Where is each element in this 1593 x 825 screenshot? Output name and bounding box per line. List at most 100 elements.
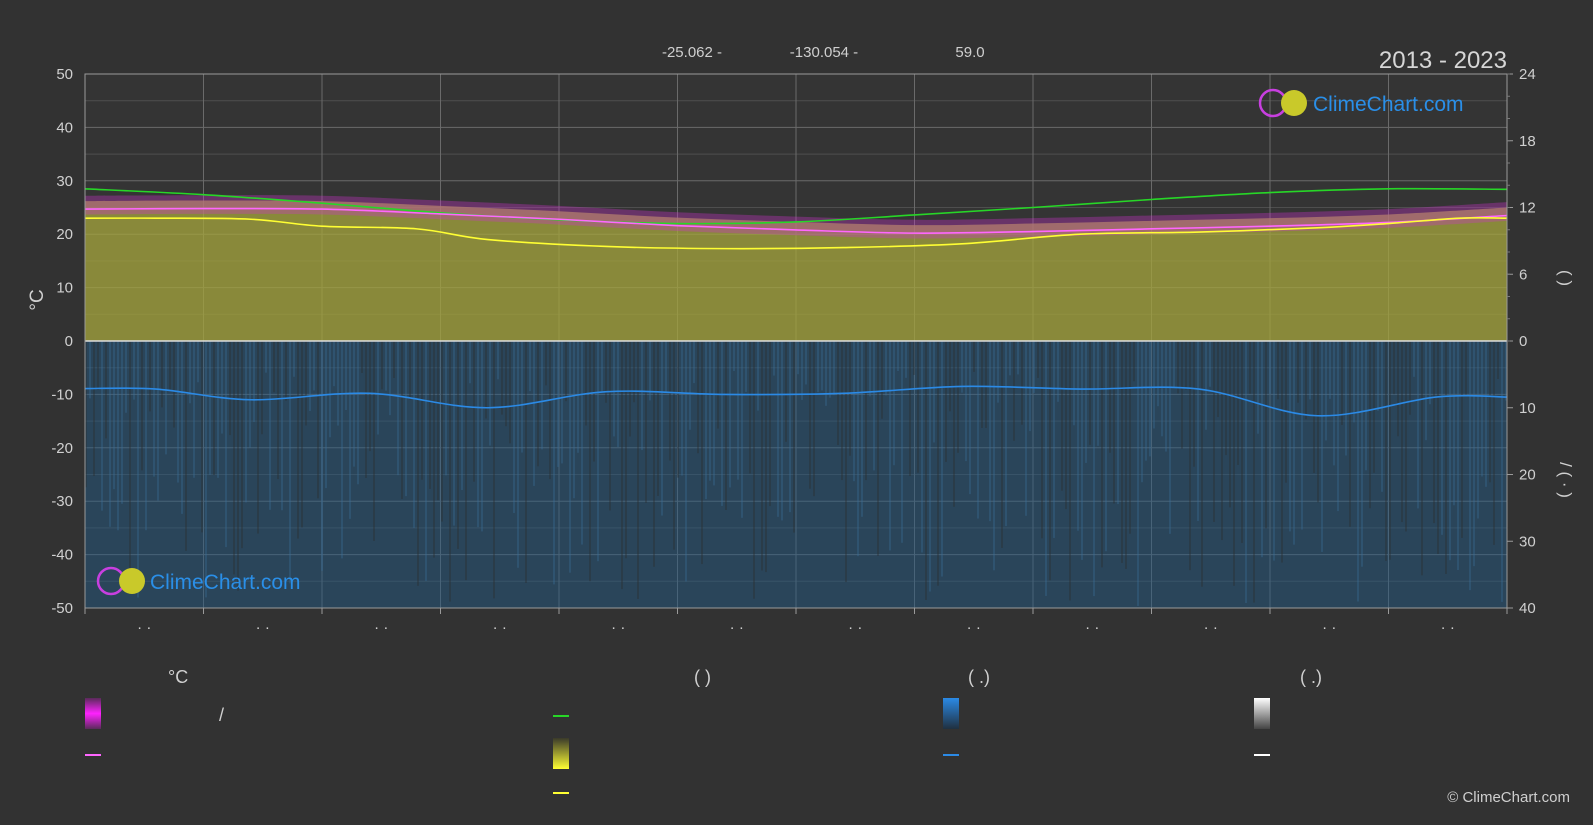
precip-streak	[925, 341, 927, 600]
precip-streak	[1049, 341, 1051, 581]
y-right-bottom-tick-label: 10	[1519, 400, 1536, 417]
precip-streak	[917, 341, 919, 473]
precip-streak	[1385, 341, 1387, 561]
legend-precip-fill-swatch	[943, 698, 959, 729]
precip-streak	[949, 341, 951, 412]
precip-streak	[649, 341, 651, 401]
precip-streak	[1349, 341, 1351, 527]
precip-streak	[317, 341, 319, 499]
precip-streak	[585, 341, 587, 426]
precip-streak	[1201, 341, 1203, 587]
precip-streak	[1501, 341, 1503, 602]
precip-streak	[1289, 341, 1291, 532]
precip-streak	[1333, 341, 1335, 466]
precip-streak	[1165, 341, 1167, 452]
precip-streak	[1061, 341, 1063, 491]
precip-streak	[809, 341, 811, 489]
legend-humidity-band-swatch	[85, 698, 101, 729]
precip-streak	[269, 341, 271, 510]
y-left-tick-label: -30	[51, 493, 73, 510]
chart-areas	[85, 195, 1507, 608]
precip-streak	[1321, 341, 1323, 552]
logo-bottom: ClimeChart.com	[96, 566, 301, 596]
precip-streak	[1153, 341, 1155, 429]
precip-streak	[545, 341, 547, 386]
precip-streak	[109, 341, 111, 527]
precip-streak	[937, 341, 939, 586]
precip-streak	[113, 341, 115, 490]
precip-streak	[265, 341, 267, 373]
precip-streak	[589, 341, 591, 582]
precip-streak	[497, 341, 499, 380]
precip-streak	[1293, 341, 1295, 545]
precip-streak	[297, 341, 299, 539]
precip-streak	[825, 341, 827, 406]
precip-streak	[1297, 341, 1299, 403]
precip-streak	[477, 341, 479, 528]
precipitation-area	[85, 341, 1507, 608]
x-tick-label: · ·	[967, 619, 981, 636]
precip-streak	[537, 341, 539, 467]
precip-streak	[881, 341, 883, 419]
precip-streak	[337, 341, 339, 426]
x-tick-label: · ·	[1322, 619, 1336, 636]
precip-streak	[845, 341, 847, 583]
precip-streak	[149, 341, 151, 412]
precip-streak	[445, 341, 447, 476]
precip-streak	[705, 341, 707, 500]
precip-streak	[225, 341, 227, 548]
precip-streak	[533, 341, 535, 486]
precip-streak	[209, 341, 211, 475]
precip-streak	[1137, 341, 1139, 606]
precip-streak	[161, 341, 163, 408]
precip-streak	[293, 341, 295, 377]
precip-streak	[449, 341, 451, 602]
precip-streak	[1313, 341, 1315, 473]
precip-streak	[569, 341, 571, 573]
precip-streak	[1445, 341, 1447, 574]
precip-streak	[1505, 341, 1507, 401]
precip-streak	[389, 341, 391, 416]
precip-streak	[665, 341, 667, 392]
precip-streak	[1425, 341, 1427, 441]
precip-streak	[1237, 341, 1239, 465]
precip-streak	[901, 341, 903, 543]
y-left-tick-label: 40	[56, 119, 73, 136]
precip-streak	[425, 341, 427, 581]
precip-streak	[1093, 341, 1095, 597]
precip-streak	[1429, 341, 1431, 405]
copyright: © ClimeChart.com	[1447, 789, 1570, 806]
precip-streak	[305, 341, 307, 426]
precip-streak	[877, 341, 879, 556]
precip-streak	[141, 341, 143, 471]
precip-streak	[1377, 341, 1379, 411]
precip-streak	[1017, 341, 1019, 375]
x-tick-label: · ·	[730, 619, 744, 636]
precip-streak	[213, 341, 215, 476]
temperature-area	[85, 200, 1507, 341]
precip-streak	[357, 341, 359, 485]
precip-streak	[1161, 341, 1163, 437]
precip-streak	[153, 341, 155, 477]
precip-streak	[1465, 341, 1467, 395]
y-right-top-tick-label: 24	[1519, 66, 1536, 83]
precip-streak	[157, 341, 159, 501]
precip-streak	[285, 341, 287, 401]
precip-streak	[897, 341, 899, 372]
precip-streak	[789, 341, 791, 513]
precip-streak	[137, 341, 139, 598]
precip-streak	[1149, 341, 1151, 457]
precip-streak	[785, 341, 787, 442]
precip-streak	[1301, 341, 1303, 530]
precip-streak	[1357, 341, 1359, 602]
precip-streak	[1441, 341, 1443, 535]
precip-streak	[89, 341, 91, 399]
precip-streak	[1273, 341, 1275, 561]
y-right-bottom-title: / ( · )	[1556, 462, 1575, 498]
precip-streak	[913, 341, 915, 375]
precip-streak	[953, 341, 955, 507]
precip-streak	[1365, 341, 1367, 471]
x-tick-label: · ·	[1085, 619, 1099, 636]
precip-streak	[685, 341, 687, 582]
precip-streak	[961, 341, 963, 393]
